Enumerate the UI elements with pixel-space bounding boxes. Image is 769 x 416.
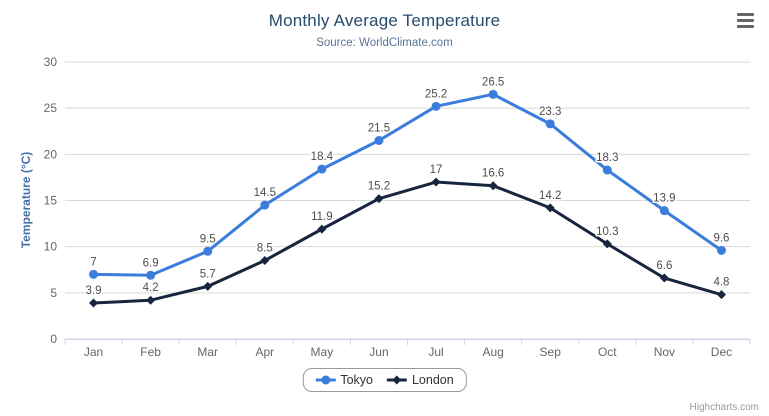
- data-point[interactable]: [146, 295, 156, 305]
- x-axis-tick-label: Jul: [428, 345, 443, 359]
- x-axis-tick-label: Feb: [140, 345, 161, 359]
- x-axis-tick-label: Sep: [540, 345, 562, 359]
- data-label: 15.2: [368, 181, 390, 193]
- data-point[interactable]: [545, 203, 555, 213]
- data-point[interactable]: [431, 177, 441, 187]
- data-label: 25.2: [425, 88, 447, 100]
- y-axis-tick-label: 0: [50, 332, 57, 346]
- y-axis-tick-label: 10: [44, 240, 58, 254]
- y-axis-tick-label: 15: [44, 194, 58, 208]
- data-label: 9.6: [713, 232, 729, 244]
- data-point[interactable]: [716, 245, 726, 255]
- hamburger-menu-icon[interactable]: [737, 13, 754, 28]
- data-point[interactable]: [659, 273, 669, 283]
- data-point[interactable]: [374, 194, 384, 204]
- hamburger-bar: [737, 13, 754, 16]
- series-line-london: [92, 180, 723, 305]
- legend-label-london: London: [411, 373, 454, 387]
- y-axis-tick-label: 30: [44, 55, 58, 69]
- x-axis-tick-label: Apr: [255, 345, 274, 359]
- data-label: 6.6: [656, 260, 672, 272]
- data-point[interactable]: [716, 290, 726, 300]
- data-label: 5.7: [200, 268, 216, 280]
- data-point[interactable]: [602, 165, 612, 175]
- data-point[interactable]: [431, 101, 441, 111]
- data-label: 8.5: [257, 243, 273, 255]
- data-label: 14.5: [254, 187, 276, 199]
- data-point[interactable]: [317, 224, 327, 234]
- data-point[interactable]: [317, 164, 327, 174]
- data-point[interactable]: [146, 270, 156, 280]
- y-axis-tick-label: 20: [44, 147, 58, 161]
- data-point[interactable]: [203, 281, 213, 291]
- x-axis-tick-label: Dec: [711, 345, 732, 359]
- data-label: 10.3: [596, 226, 618, 238]
- data-label: 18.4: [311, 151, 334, 163]
- series-line-tokyo: [92, 92, 723, 277]
- data-label: 3.9: [86, 285, 102, 297]
- legend-item-london[interactable]: London: [386, 373, 454, 387]
- x-axis-tick-label: Aug: [482, 345, 503, 359]
- x-axis-tick-label: Jun: [369, 345, 388, 359]
- x-axis-tick-label: Mar: [197, 345, 218, 359]
- data-point[interactable]: [260, 256, 270, 266]
- data-label: 21.5: [368, 122, 390, 134]
- tokyo-series-marker-icon: [315, 375, 336, 385]
- data-label: 13.9: [653, 193, 675, 205]
- data-point[interactable]: [488, 89, 498, 99]
- data-label: 26.5: [482, 76, 504, 88]
- data-label: 9.5: [200, 233, 216, 245]
- data-label: 4.8: [713, 277, 729, 289]
- hamburger-bar: [737, 25, 754, 28]
- x-axis-tick-label: May: [311, 345, 334, 359]
- data-point[interactable]: [89, 269, 99, 279]
- data-point[interactable]: [374, 135, 384, 145]
- data-point[interactable]: [659, 206, 669, 216]
- data-label: 17: [430, 164, 443, 176]
- data-label: 6.9: [143, 257, 159, 269]
- london-series-marker-icon: [386, 375, 407, 385]
- data-label: 7: [90, 256, 96, 268]
- hamburger-bar: [737, 19, 754, 22]
- chart-subtitle: Source: WorldClimate.com: [316, 37, 453, 49]
- x-axis-tick-label: Nov: [654, 345, 675, 359]
- data-label: 23.3: [539, 106, 561, 118]
- data-point[interactable]: [89, 298, 99, 308]
- data-point[interactable]: [488, 181, 498, 191]
- x-axis-tick-label: Jan: [84, 345, 103, 359]
- data-point[interactable]: [602, 239, 612, 249]
- data-label: 16.6: [482, 168, 504, 180]
- y-axis-tick-label: 25: [44, 101, 58, 115]
- credits-link[interactable]: Highcharts.com: [689, 402, 759, 413]
- data-label: 18.3: [596, 152, 618, 164]
- data-label: 14.2: [539, 190, 561, 202]
- data-point[interactable]: [203, 246, 213, 256]
- data-point[interactable]: [260, 200, 270, 210]
- data-point[interactable]: [545, 119, 555, 129]
- data-label: 11.9: [311, 211, 333, 223]
- legend-label-tokyo: Tokyo: [340, 373, 373, 387]
- data-label: 4.2: [143, 282, 159, 294]
- x-axis-tick-label: Oct: [598, 345, 617, 359]
- y-axis-tick-label: 5: [50, 286, 57, 300]
- legend: Tokyo London: [302, 368, 467, 392]
- legend-item-tokyo[interactable]: Tokyo: [315, 373, 373, 387]
- chart-title: Monthly Average Temperature: [268, 11, 501, 30]
